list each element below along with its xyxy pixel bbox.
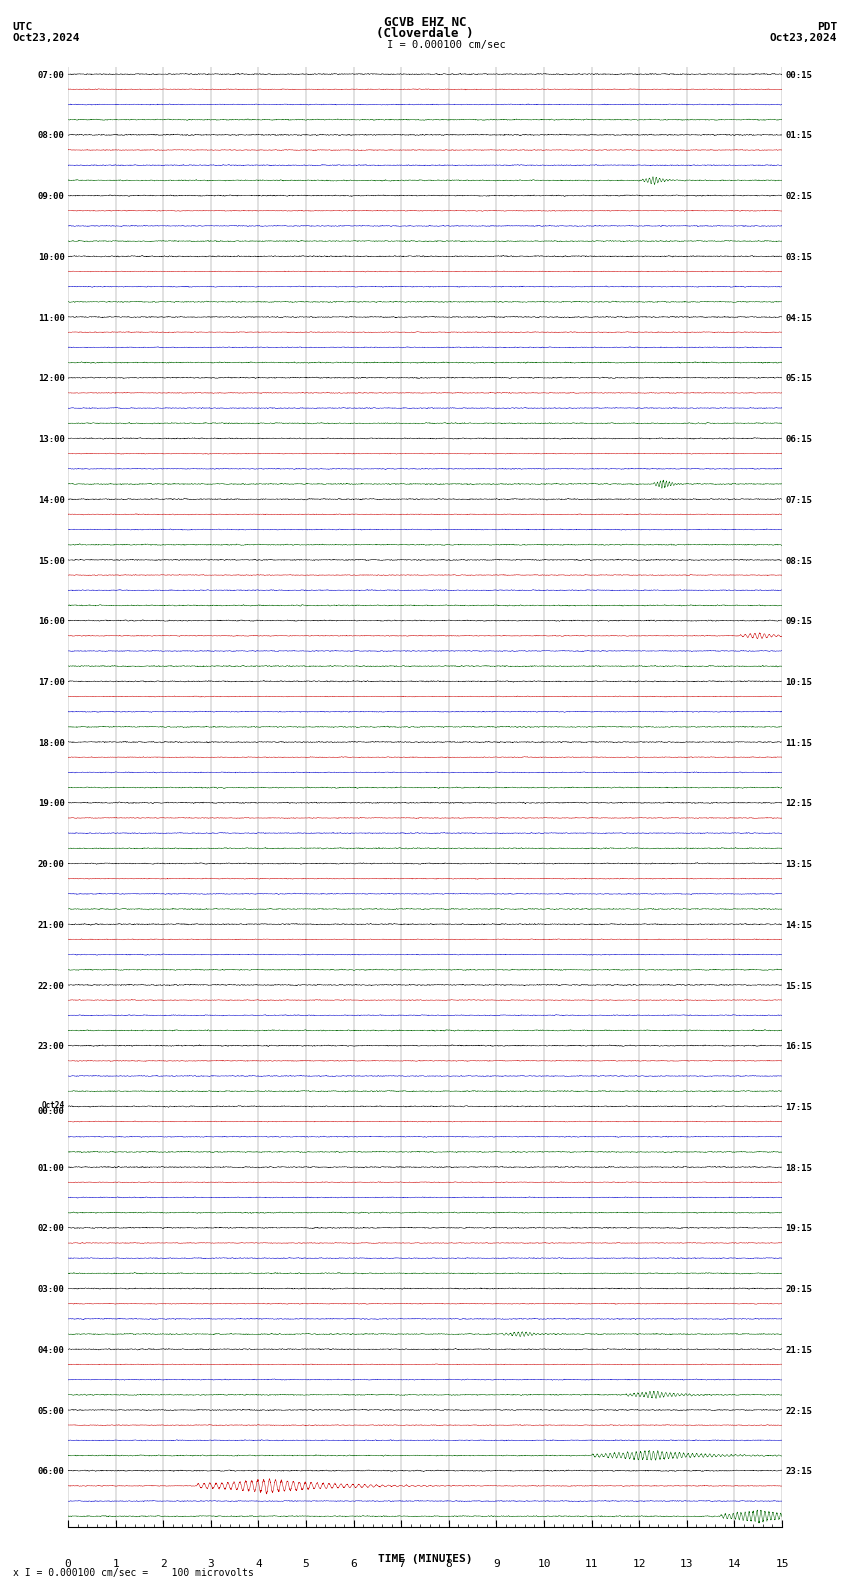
Text: 14:15: 14:15: [785, 920, 813, 930]
Text: 01:00: 01:00: [37, 1164, 65, 1172]
Text: 13:15: 13:15: [785, 860, 813, 870]
Text: 01:15: 01:15: [785, 131, 813, 141]
Text: 06:15: 06:15: [785, 436, 813, 444]
Text: 03:15: 03:15: [785, 253, 813, 261]
Text: 22:15: 22:15: [785, 1407, 813, 1416]
Text: 12:15: 12:15: [785, 800, 813, 808]
Text: Oct24: Oct24: [42, 1101, 65, 1109]
Text: TIME (MINUTES): TIME (MINUTES): [377, 1554, 473, 1563]
Text: 09:15: 09:15: [785, 618, 813, 626]
Text: 19:00: 19:00: [37, 800, 65, 808]
Text: 19:15: 19:15: [785, 1224, 813, 1234]
Text: 08:15: 08:15: [785, 556, 813, 565]
Text: 18:00: 18:00: [37, 738, 65, 748]
Text: 00:00: 00:00: [37, 1107, 65, 1115]
Text: GCVB EHZ NC: GCVB EHZ NC: [383, 16, 467, 29]
Text: 23:00: 23:00: [37, 1042, 65, 1052]
Text: 20:15: 20:15: [785, 1285, 813, 1294]
Text: 10:15: 10:15: [785, 678, 813, 687]
Text: I = 0.000100 cm/sec: I = 0.000100 cm/sec: [387, 40, 506, 49]
Text: 03:00: 03:00: [37, 1285, 65, 1294]
Text: 07:15: 07:15: [785, 496, 813, 505]
Text: 04:15: 04:15: [785, 314, 813, 323]
Text: 17:00: 17:00: [37, 678, 65, 687]
Text: 12:00: 12:00: [37, 374, 65, 383]
Text: 21:15: 21:15: [785, 1346, 813, 1354]
Text: 07:00: 07:00: [37, 71, 65, 79]
Text: 18:15: 18:15: [785, 1164, 813, 1172]
Text: 16:00: 16:00: [37, 618, 65, 626]
Text: 02:15: 02:15: [785, 192, 813, 201]
Text: 15:15: 15:15: [785, 982, 813, 990]
Text: 21:00: 21:00: [37, 920, 65, 930]
Text: 11:15: 11:15: [785, 738, 813, 748]
Text: (Cloverdale ): (Cloverdale ): [377, 27, 473, 40]
Text: 11:00: 11:00: [37, 314, 65, 323]
Text: 20:00: 20:00: [37, 860, 65, 870]
Text: 06:00: 06:00: [37, 1467, 65, 1476]
Text: 13:00: 13:00: [37, 436, 65, 444]
Text: x I = 0.000100 cm/sec =    100 microvolts: x I = 0.000100 cm/sec = 100 microvolts: [13, 1568, 253, 1578]
Text: Oct23,2024: Oct23,2024: [13, 33, 80, 43]
Text: 14:00: 14:00: [37, 496, 65, 505]
Text: 04:00: 04:00: [37, 1346, 65, 1354]
Text: 15:00: 15:00: [37, 556, 65, 565]
Text: 17:15: 17:15: [785, 1102, 813, 1112]
Text: 16:15: 16:15: [785, 1042, 813, 1052]
Text: 22:00: 22:00: [37, 982, 65, 990]
Text: Oct23,2024: Oct23,2024: [770, 33, 837, 43]
Text: 02:00: 02:00: [37, 1224, 65, 1234]
Text: 08:00: 08:00: [37, 131, 65, 141]
Text: 23:15: 23:15: [785, 1467, 813, 1476]
Text: 10:00: 10:00: [37, 253, 65, 261]
Text: 05:00: 05:00: [37, 1407, 65, 1416]
Text: PDT: PDT: [817, 22, 837, 32]
Text: 09:00: 09:00: [37, 192, 65, 201]
Text: 00:15: 00:15: [785, 71, 813, 79]
Text: 05:15: 05:15: [785, 374, 813, 383]
Text: UTC: UTC: [13, 22, 33, 32]
